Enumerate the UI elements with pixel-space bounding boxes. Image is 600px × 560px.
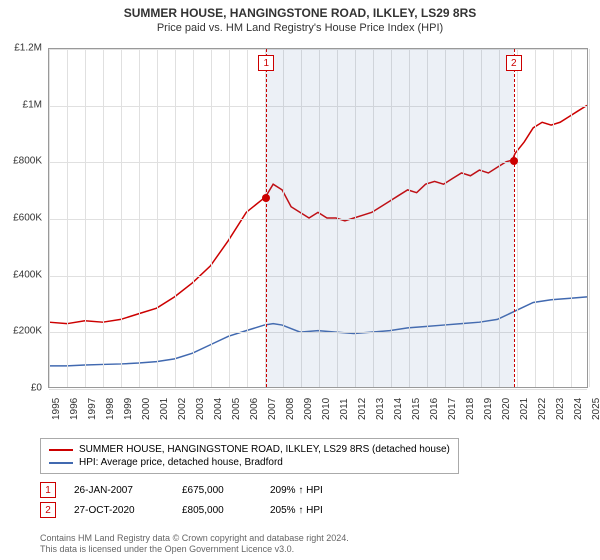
gridline-v — [553, 49, 554, 387]
gridline-v — [247, 49, 248, 387]
sale-vline — [514, 49, 515, 387]
gridline-v — [589, 49, 590, 387]
x-tick-label: 2016 — [429, 398, 440, 420]
x-tick-label: 2004 — [213, 398, 224, 420]
gridline-v — [571, 49, 572, 387]
x-tick-label: 2011 — [339, 398, 350, 420]
y-axis: £0£200K£400K£600K£800K£1M£1.2M — [0, 48, 46, 388]
legend-item-price: SUMMER HOUSE, HANGINGSTONE ROAD, ILKLEY,… — [49, 443, 450, 456]
x-tick-label: 2005 — [231, 398, 242, 420]
x-tick-label: 2014 — [393, 398, 404, 420]
x-tick-label: 1998 — [105, 398, 116, 420]
x-tick-label: 2021 — [519, 398, 530, 420]
x-tick-label: 2024 — [573, 398, 584, 420]
x-axis: 1995 1996 1997 1998 1999 2000 2001 2002 2003 2004… — [48, 390, 588, 440]
x-tick-label: 2001 — [159, 398, 170, 420]
x-tick-label: 1996 — [69, 398, 80, 420]
sale-pct: 209% ↑ HPI — [270, 485, 350, 496]
chart-title: SUMMER HOUSE, HANGINGSTONE ROAD, ILKLEY,… — [0, 0, 600, 20]
y-tick-label: £800K — [13, 156, 42, 167]
x-tick-label: 2015 — [411, 398, 422, 420]
gridline-v — [157, 49, 158, 387]
sale-date: 26-JAN-2007 — [74, 485, 164, 496]
x-tick-label: 2002 — [177, 398, 188, 420]
y-tick-label: £200K — [13, 326, 42, 337]
x-tick-label: 2012 — [357, 398, 368, 420]
footer-attribution: Contains HM Land Registry data © Crown c… — [40, 533, 349, 556]
x-tick-label: 1997 — [87, 398, 98, 420]
sale-dot — [262, 194, 270, 202]
y-tick-label: £1M — [23, 99, 42, 110]
gridline-v — [535, 49, 536, 387]
x-tick-label: 2018 — [465, 398, 476, 420]
x-tick-label: 2017 — [447, 398, 458, 420]
legend: SUMMER HOUSE, HANGINGSTONE ROAD, ILKLEY,… — [40, 438, 459, 474]
x-tick-label: 2010 — [321, 398, 332, 420]
legend-label-price: SUMMER HOUSE, HANGINGSTONE ROAD, ILKLEY,… — [79, 444, 450, 455]
legend-swatch-price — [49, 449, 73, 451]
sale-marker-box: 1 — [258, 55, 274, 71]
y-tick-label: £1.2M — [14, 43, 42, 54]
footer-line1: Contains HM Land Registry data © Crown c… — [40, 533, 349, 545]
x-tick-label: 1995 — [51, 398, 62, 420]
gridline-v — [103, 49, 104, 387]
legend-swatch-hpi — [49, 462, 73, 464]
shaded-region — [266, 49, 514, 387]
x-tick-label: 2019 — [483, 398, 494, 420]
gridline-v — [175, 49, 176, 387]
x-tick-label: 2008 — [285, 398, 296, 420]
x-tick-label: 1999 — [123, 398, 134, 420]
sale-vline — [266, 49, 267, 387]
sale-row: 2 27-OCT-2020 £805,000 205% ↑ HPI — [40, 500, 350, 520]
x-tick-label: 2006 — [249, 398, 260, 420]
gridline-v — [49, 49, 50, 387]
x-tick-label: 2009 — [303, 398, 314, 420]
legend-item-hpi: HPI: Average price, detached house, Brad… — [49, 456, 450, 469]
chart-subtitle: Price paid vs. HM Land Registry's House … — [0, 20, 600, 34]
gridline-v — [121, 49, 122, 387]
x-tick-label: 2003 — [195, 398, 206, 420]
sale-pct: 205% ↑ HPI — [270, 505, 350, 516]
sale-date: 27-OCT-2020 — [74, 505, 164, 516]
sale-row: 1 26-JAN-2007 £675,000 209% ↑ HPI — [40, 480, 350, 500]
sales-table: 1 26-JAN-2007 £675,000 209% ↑ HPI 2 27-OCT-20… — [40, 480, 350, 520]
x-tick-label: 2000 — [141, 398, 152, 420]
sale-price: £805,000 — [182, 505, 252, 516]
x-tick-label: 2013 — [375, 398, 386, 420]
x-tick-label: 2025 — [591, 398, 600, 420]
x-tick-label: 2007 — [267, 398, 278, 420]
gridline-v — [211, 49, 212, 387]
chart-plot-area: 12 — [48, 48, 588, 388]
sale-dot — [510, 157, 518, 165]
x-tick-label: 2023 — [555, 398, 566, 420]
gridline-v — [85, 49, 86, 387]
y-tick-label: £600K — [13, 213, 42, 224]
gridline-v — [193, 49, 194, 387]
x-tick-label: 2020 — [501, 398, 512, 420]
y-tick-label: £400K — [13, 269, 42, 280]
footer-line2: This data is licensed under the Open Gov… — [40, 544, 349, 556]
x-tick-label: 2022 — [537, 398, 548, 420]
sale-marker-box: 2 — [506, 55, 522, 71]
legend-label-hpi: HPI: Average price, detached house, Brad… — [79, 457, 283, 468]
gridline-v — [67, 49, 68, 387]
gridline-v — [517, 49, 518, 387]
sale-price: £675,000 — [182, 485, 252, 496]
y-tick-label: £0 — [31, 383, 42, 394]
sale-row-marker: 1 — [40, 482, 56, 498]
sale-row-marker: 2 — [40, 502, 56, 518]
gridline-v — [139, 49, 140, 387]
gridline-v — [229, 49, 230, 387]
